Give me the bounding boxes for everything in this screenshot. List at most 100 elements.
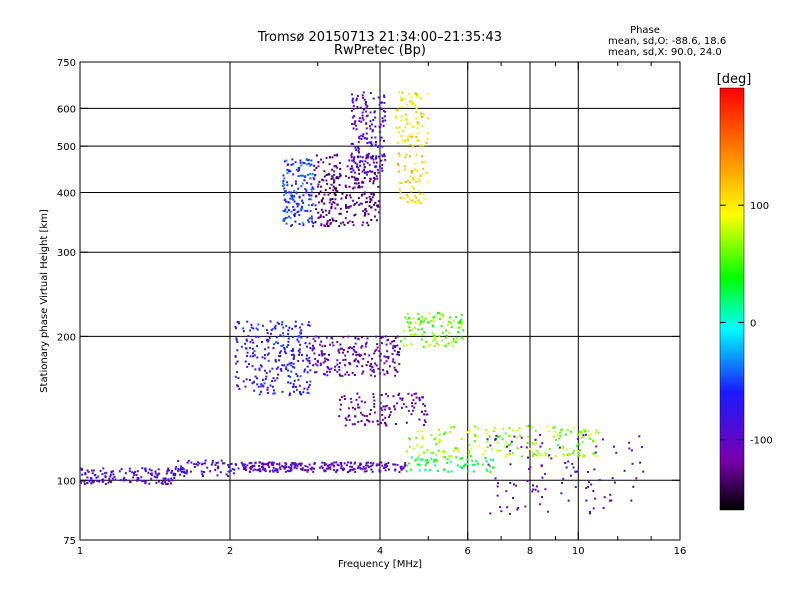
- data-point: [170, 477, 173, 480]
- data-point: [421, 437, 424, 440]
- data-point: [293, 215, 296, 218]
- data-point: [211, 459, 214, 462]
- data-point: [432, 339, 435, 342]
- data-point: [460, 313, 463, 316]
- data-point: [258, 467, 261, 470]
- data-point: [297, 203, 300, 206]
- data-point: [398, 181, 401, 184]
- data-point: [308, 198, 311, 201]
- data-point: [380, 422, 383, 424]
- data-point: [496, 485, 499, 488]
- data-point: [164, 481, 167, 484]
- data-point: [308, 383, 311, 386]
- data-point: [296, 211, 299, 214]
- data-point: [409, 198, 411, 201]
- data-point: [287, 329, 290, 332]
- data-point: [418, 430, 420, 433]
- data-point: [517, 507, 520, 509]
- data-point: [313, 347, 316, 350]
- data-point: [320, 340, 323, 343]
- data-point: [374, 411, 377, 414]
- data-point: [345, 207, 348, 209]
- data-point: [227, 475, 229, 477]
- data-point: [370, 219, 373, 221]
- data-point: [395, 109, 398, 112]
- data-point: [450, 322, 453, 325]
- data-point: [381, 120, 384, 123]
- data-point: [391, 340, 394, 343]
- data-point: [377, 463, 380, 466]
- data-point: [371, 464, 374, 467]
- data-point: [433, 344, 436, 347]
- data-point: [352, 348, 355, 351]
- data-point: [351, 468, 354, 471]
- data-point: [531, 442, 534, 445]
- data-point: [267, 340, 269, 343]
- data-point: [434, 458, 437, 461]
- data-point: [269, 384, 272, 387]
- data-point: [287, 340, 290, 343]
- data-point: [351, 142, 354, 145]
- data-point: [275, 336, 278, 339]
- data-point: [360, 354, 363, 357]
- data-point: [381, 145, 384, 148]
- data-point: [248, 379, 251, 381]
- data-point: [307, 173, 309, 176]
- data-point: [383, 94, 386, 97]
- data-point: [628, 441, 631, 444]
- data-point: [473, 470, 475, 473]
- data-point: [449, 460, 452, 463]
- data-point: [298, 223, 301, 226]
- data-point: [335, 470, 338, 473]
- data-point: [387, 462, 390, 464]
- y-tick-label: 200: [57, 332, 76, 343]
- data-point: [381, 409, 384, 412]
- data-point: [424, 410, 427, 413]
- data-point: [273, 392, 276, 395]
- data-point: [541, 496, 543, 499]
- data-point: [328, 466, 330, 469]
- data-point: [372, 371, 375, 374]
- data-point: [311, 203, 314, 206]
- data-point: [312, 337, 315, 340]
- data-point: [122, 479, 125, 482]
- data-point: [84, 472, 87, 474]
- data-point: [303, 387, 306, 390]
- data-point: [415, 107, 418, 110]
- data-point: [328, 163, 331, 166]
- data-point: [311, 349, 314, 352]
- data-point: [426, 459, 429, 461]
- data-point: [266, 388, 269, 391]
- data-point: [404, 156, 407, 159]
- data-point: [272, 389, 275, 392]
- data-point: [374, 166, 377, 169]
- data-point: [285, 192, 288, 195]
- data-point: [362, 221, 365, 224]
- data-point: [418, 418, 421, 421]
- data-point: [461, 467, 464, 470]
- data-point: [355, 165, 358, 168]
- data-point: [364, 160, 367, 163]
- data-point: [344, 184, 347, 187]
- data-point: [394, 345, 397, 348]
- data-point: [613, 445, 615, 448]
- data-point: [408, 155, 411, 158]
- y-tick-label: 600: [57, 104, 76, 115]
- data-point: [323, 461, 326, 464]
- data-point: [570, 430, 572, 433]
- data-point: [417, 139, 420, 142]
- data-point: [298, 335, 301, 338]
- data-point: [359, 202, 362, 205]
- data-point: [354, 202, 356, 205]
- data-point: [457, 464, 459, 467]
- data-point: [309, 380, 312, 383]
- data-point: [346, 221, 349, 224]
- data-point: [375, 161, 378, 164]
- data-point: [548, 454, 551, 457]
- data-point: [477, 462, 479, 465]
- data-point: [433, 334, 436, 337]
- data-point: [382, 369, 385, 371]
- data-point: [305, 191, 308, 194]
- data-point: [299, 391, 301, 393]
- data-point: [263, 382, 266, 385]
